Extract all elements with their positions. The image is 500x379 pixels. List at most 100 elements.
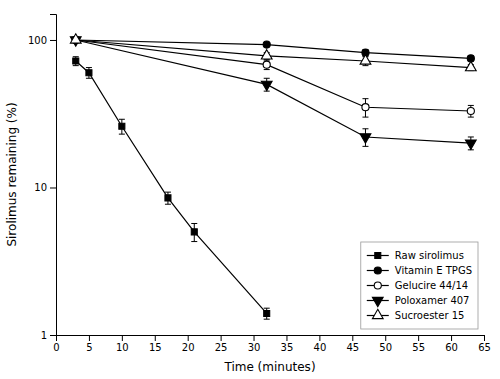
tick: 25 xyxy=(215,335,228,353)
tick-mark xyxy=(221,335,222,341)
tick-label: 65 xyxy=(478,342,491,353)
tick-mark xyxy=(286,335,287,341)
point xyxy=(360,55,371,64)
point xyxy=(263,61,270,68)
point xyxy=(70,34,81,43)
series xyxy=(70,34,476,71)
legend-symbol xyxy=(374,282,381,289)
tick-label: 45 xyxy=(346,342,359,353)
tick-label: 35 xyxy=(281,342,294,353)
tick: 45 xyxy=(346,335,359,353)
tick: 10 xyxy=(116,335,129,353)
tick: 35 xyxy=(281,335,294,353)
error-bar-cap xyxy=(362,146,368,147)
error-bar xyxy=(73,57,79,66)
tick-mark xyxy=(50,40,56,41)
point xyxy=(264,310,270,316)
tick: 50 xyxy=(379,335,392,353)
series xyxy=(73,57,270,319)
tick: 0 xyxy=(53,335,59,353)
tick-mark xyxy=(484,335,485,341)
point xyxy=(465,61,476,70)
error-bar xyxy=(468,105,474,117)
tick-mark xyxy=(50,187,56,188)
point xyxy=(165,195,171,201)
error-bar-cap xyxy=(468,136,474,137)
tick: 10 xyxy=(34,182,56,193)
tick-label: 5 xyxy=(86,342,92,353)
point xyxy=(86,70,92,76)
tick-mark xyxy=(385,335,386,341)
tick: 60 xyxy=(445,335,458,353)
x-axis: 0 5 10 15 20 25 30 35 40 45 50 55 60 65 xyxy=(53,335,491,353)
y-axis-title: Sirolimus remaining (%) xyxy=(5,102,19,246)
legend-frame xyxy=(361,242,478,329)
tick-label: 55 xyxy=(412,342,425,353)
tick-label: 1 xyxy=(41,330,47,341)
tick: 100 xyxy=(28,35,56,46)
tick: 20 xyxy=(182,335,195,353)
point xyxy=(263,41,270,48)
tick-label: 30 xyxy=(248,342,261,353)
error-bar xyxy=(191,223,197,241)
legend-label: Gelucire 44/14 xyxy=(395,280,468,291)
error-bar-cap xyxy=(73,65,79,66)
tick-label: 25 xyxy=(215,342,228,353)
tick-label: 40 xyxy=(314,342,327,353)
tick-mark xyxy=(451,335,452,341)
tick-label: 20 xyxy=(182,342,195,353)
tick-label: 0 xyxy=(53,342,59,353)
tick: 65 xyxy=(478,335,491,353)
tick-mark xyxy=(418,335,419,341)
error-bar-cap xyxy=(264,308,270,309)
legend-label: Poloxamer 407 xyxy=(395,295,470,306)
tick-mark xyxy=(188,335,189,341)
error-bar-cap xyxy=(362,65,368,66)
legend: Raw sirolimus Vitamin E TPGS Gelucire 44/1… xyxy=(361,242,478,329)
plot: 0 5 10 15 20 25 30 35 40 45 50 55 60 65 1 10 100 Time (mi… xyxy=(5,15,491,375)
error-bar-cap xyxy=(468,105,474,106)
error-bar xyxy=(362,99,368,117)
error-bar-cap xyxy=(191,241,197,242)
error-bar-cap xyxy=(191,223,197,224)
legend-label: Vitamin E TPGS xyxy=(395,265,472,276)
tick-label: 50 xyxy=(379,342,392,353)
tick-label: 100 xyxy=(28,35,47,46)
error-bar-cap xyxy=(264,69,270,70)
series xyxy=(70,37,476,150)
axis-line xyxy=(50,15,57,336)
series-line xyxy=(76,61,267,313)
error-bar-cap xyxy=(362,98,368,99)
tick: 40 xyxy=(314,335,327,353)
point xyxy=(73,58,79,64)
series-line xyxy=(76,40,471,111)
point xyxy=(261,81,272,90)
error-bar-cap xyxy=(264,60,270,61)
x-axis-title: Time (minutes) xyxy=(223,360,315,374)
legend-item: Vitamin E TPGS xyxy=(367,265,472,276)
tick-mark xyxy=(89,335,90,341)
tick-mark xyxy=(319,335,320,341)
legend-label: Raw sirolimus xyxy=(395,250,464,261)
point xyxy=(362,104,369,111)
axis-line xyxy=(57,336,485,342)
tick-label: 60 xyxy=(445,342,458,353)
error-bar-cap xyxy=(119,119,125,120)
series xyxy=(72,36,474,62)
legend-label: Sucroester 15 xyxy=(395,310,465,321)
error-bar xyxy=(264,308,270,319)
legend-item: Raw sirolimus xyxy=(367,250,464,261)
error-bar-cap xyxy=(362,117,368,118)
tick-mark xyxy=(122,335,123,341)
point xyxy=(467,107,474,114)
tick: 1 xyxy=(41,330,56,341)
tick-label: 10 xyxy=(116,342,129,353)
error-bar-cap xyxy=(468,117,474,118)
tick-mark xyxy=(254,335,255,341)
legend-symbol xyxy=(372,297,383,306)
tick: 5 xyxy=(86,335,92,353)
point xyxy=(191,229,197,235)
tick: 30 xyxy=(248,335,261,353)
tick: 55 xyxy=(412,335,425,353)
tick-label: 15 xyxy=(149,342,162,353)
